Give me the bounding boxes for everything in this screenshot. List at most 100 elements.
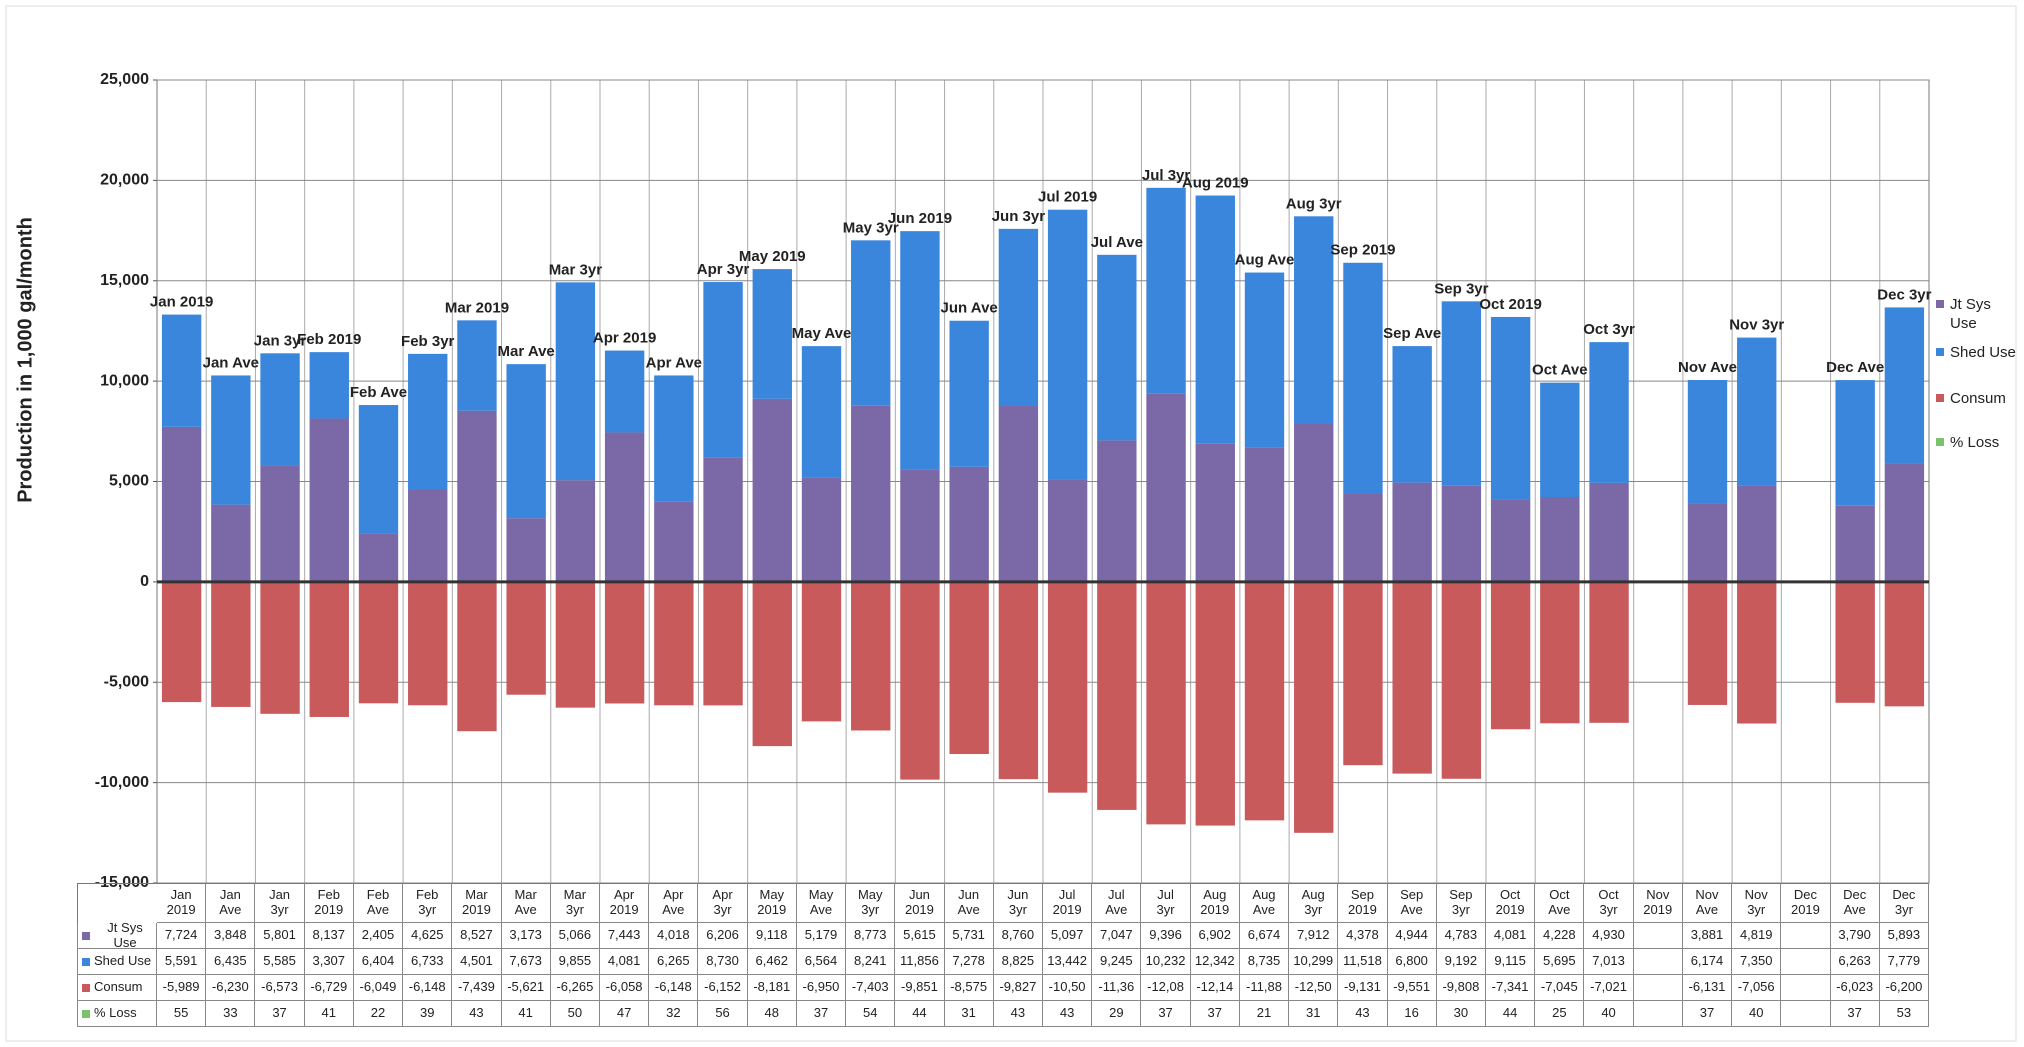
bar-segment xyxy=(900,581,940,780)
bar-segment xyxy=(457,410,497,582)
table-cell: -11,88 xyxy=(1239,975,1290,1001)
table-cell: 4,501 xyxy=(452,949,502,975)
table-cell: 6,206 xyxy=(698,923,748,949)
bar-segment xyxy=(506,518,546,582)
bar-segment xyxy=(1047,479,1088,582)
bar-segment xyxy=(949,466,989,582)
bar-segment xyxy=(1490,581,1531,730)
bar-segment xyxy=(1441,301,1482,486)
bar-segment xyxy=(1244,581,1285,821)
table-cell: -6,148 xyxy=(403,975,453,1001)
bar-top-label: Mar Ave xyxy=(498,343,555,360)
table-cell: -6,152 xyxy=(698,975,748,1001)
table-cell: 9,118 xyxy=(747,923,797,949)
table-cell: 7,443 xyxy=(600,923,650,949)
table-cell: 4,819 xyxy=(1732,923,1782,949)
bar-top-label: Jun 3yr xyxy=(992,208,1046,225)
table-cell: 4,081 xyxy=(1486,923,1536,949)
legend-item: Shed Use xyxy=(1936,344,2020,363)
bar-top-label: Mar 3yr xyxy=(549,261,603,278)
bar-top-label: May Ave xyxy=(792,325,852,342)
bar-segment xyxy=(900,469,940,582)
bar-segment xyxy=(309,352,349,419)
legend-item: Jt Sys Use xyxy=(1936,296,2020,334)
table-cell: 44 xyxy=(1486,1001,1536,1027)
table-header-cell: Jul 2019 xyxy=(1043,883,1093,923)
table-cell xyxy=(1633,975,1683,1001)
table-cell: 43 xyxy=(1043,1001,1093,1027)
table-cell: 33 xyxy=(206,1001,256,1027)
table-cell: 4,783 xyxy=(1436,923,1486,949)
table-cell: 5,097 xyxy=(1043,923,1093,949)
bar-segment xyxy=(211,375,251,505)
table-cell: 4,228 xyxy=(1535,923,1585,949)
table-cell: 56 xyxy=(698,1001,748,1027)
legend-swatch xyxy=(1936,394,1944,402)
bar-segment xyxy=(801,346,842,478)
table-header-cell: Mar 2019 xyxy=(452,883,502,923)
bar-top-label: Jul Ave xyxy=(1091,234,1143,251)
table-cell: 5,731 xyxy=(944,923,994,949)
bar-segment xyxy=(900,231,940,470)
table-row-label: Jt Sys Use xyxy=(77,923,157,949)
table-cell: 53 xyxy=(1879,1001,1929,1027)
legend-item: Consum xyxy=(1936,390,2020,409)
table-cell: -6,148 xyxy=(649,975,699,1001)
bar-segment xyxy=(1392,581,1432,774)
bar-top-label: Sep Ave xyxy=(1383,325,1441,342)
table-cell: -12,50 xyxy=(1289,975,1339,1001)
table-cell: 32 xyxy=(649,1001,699,1027)
table-cell: 4,378 xyxy=(1338,923,1388,949)
bar-top-label: Nov 3yr xyxy=(1729,317,1784,334)
bar-segment xyxy=(211,504,251,582)
table-cell: 41 xyxy=(304,1001,354,1027)
table-cell: 8,760 xyxy=(993,923,1043,949)
bar-segment xyxy=(506,581,546,695)
table-header-cell: Dec 3yr xyxy=(1879,883,1929,923)
table-cell: 6,462 xyxy=(747,949,797,975)
table-cell: -7,056 xyxy=(1732,975,1782,1001)
bar-segment xyxy=(752,581,792,747)
table-cell: 9,192 xyxy=(1436,949,1486,975)
table-cell: 37 xyxy=(1141,1001,1191,1027)
table-cell: -9,827 xyxy=(993,975,1043,1001)
bar-segment xyxy=(1146,393,1186,582)
bar-segment xyxy=(161,314,202,427)
table-header-cell: Feb Ave xyxy=(353,883,404,923)
bar-top-label: Jan 3yr xyxy=(254,332,307,349)
bar-top-label: Jun 2019 xyxy=(888,210,952,227)
table-cell: 3,881 xyxy=(1682,923,1733,949)
bar-segment xyxy=(1589,342,1629,483)
table-header-cell: Aug Ave xyxy=(1239,883,1290,923)
bar-segment xyxy=(1835,505,1875,582)
table-cell: 8,735 xyxy=(1239,949,1290,975)
bar-top-label: Feb 2019 xyxy=(297,331,361,348)
bar-top-label: Dec Ave xyxy=(1826,359,1884,376)
table-row-label: Consum xyxy=(77,975,157,1001)
table-cell: 6,902 xyxy=(1190,923,1240,949)
y-tick-label: -5,000 xyxy=(104,673,149,690)
bar-segment xyxy=(1047,209,1088,480)
bar-segment xyxy=(457,320,497,411)
table-cell: -9,131 xyxy=(1338,975,1388,1001)
table-header-cell: Nov 3yr xyxy=(1732,883,1782,923)
table-header-cell: May 2019 xyxy=(747,883,797,923)
y-tick-label: 0 xyxy=(140,573,149,590)
table-cell: 13,442 xyxy=(1043,949,1093,975)
table-header-cell: Jan 2019 xyxy=(157,883,207,923)
table-cell: -6,049 xyxy=(353,975,404,1001)
table-cell: -8,181 xyxy=(747,975,797,1001)
bar-segment xyxy=(408,353,448,490)
table-cell: -10,50 xyxy=(1043,975,1093,1001)
table-cell: 11,518 xyxy=(1338,949,1388,975)
bar-segment xyxy=(703,282,743,458)
table-cell: -9,551 xyxy=(1387,975,1437,1001)
table-cell: 43 xyxy=(1338,1001,1388,1027)
bar-segment xyxy=(1146,187,1186,394)
bar-segment xyxy=(851,581,891,731)
table-swatch xyxy=(82,983,90,992)
bar-top-label: Mar 2019 xyxy=(445,299,509,316)
table-cell: 3,173 xyxy=(501,923,551,949)
table-cell: -6,058 xyxy=(600,975,650,1001)
table-cell: 16 xyxy=(1387,1001,1437,1027)
